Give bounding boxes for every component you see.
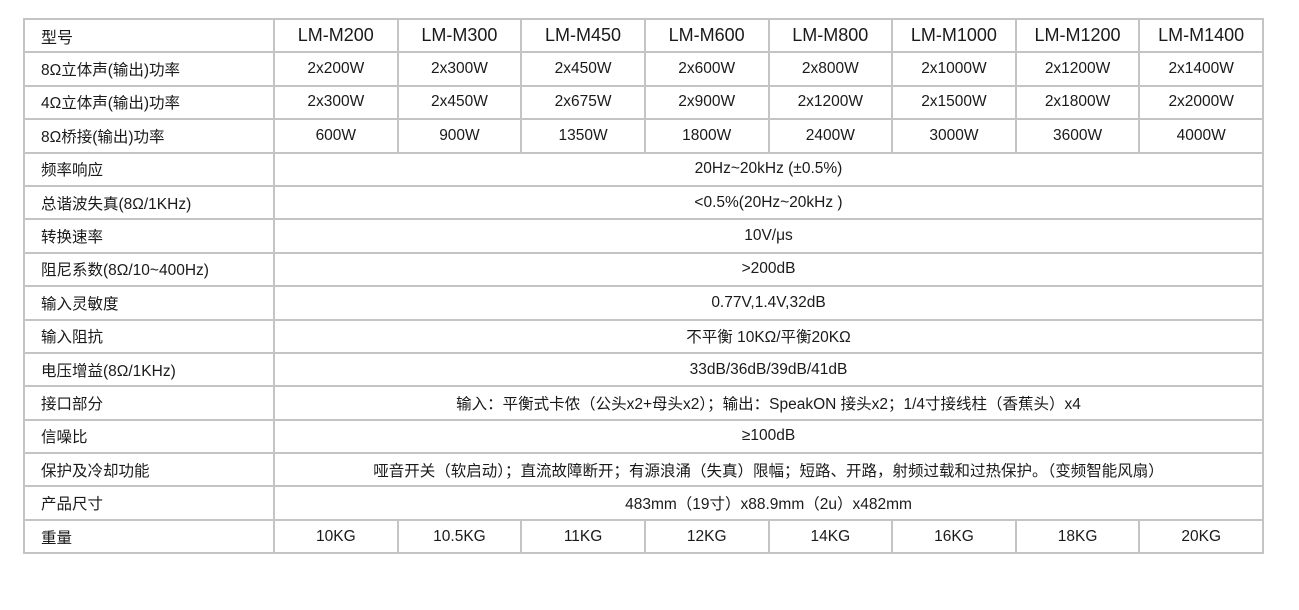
shared-value-cell: 10V/μs [273, 218, 1264, 254]
table-cell: 2x1200W [1014, 51, 1141, 87]
row-label: 重量 [23, 518, 275, 555]
row-label: 总谐波失真(8Ω/1KHz) [23, 184, 275, 221]
row-label: 4Ω立体声(输出)功率 [23, 84, 275, 121]
header-row: 型号 LM-M200 LM-M300 LM-M450 LM-M600 LM-M800 LM-… [23, 17, 1264, 54]
table-row: 保护及冷却功能 哑音开关（软启动）；直流故障断开；有源浪涌（失真）限幅；短路、开路… [23, 452, 1264, 488]
shared-value-cell: >200dB [273, 251, 1264, 288]
shared-value-cell: 20Hz~20kHz (±0.5%) [273, 151, 1264, 187]
model-header: LM-M200 [273, 17, 399, 54]
table-cell: 2x450W [396, 84, 523, 121]
table-cell: 10.5KG [396, 518, 523, 555]
table-row: 总谐波失真(8Ω/1KHz) <0.5%(20Hz~20kHz ) [23, 184, 1264, 221]
model-header: LM-M1400 [1138, 17, 1264, 54]
table-row: 电压增益(8Ω/1KHz) 33dB/36dB/39dB/41dB [23, 351, 1264, 388]
shared-value-cell: 哑音开关（软启动）；直流故障断开；有源浪涌（失真）限幅；短路、开路，射频过载和过… [273, 452, 1264, 488]
model-header: LM-M800 [767, 17, 894, 54]
table-row: 8Ω桥接(输出)功率 600W 900W 1350W 1800W 2400W 3000W 36… [23, 118, 1264, 154]
table-row: 信噪比 ≥100dB [23, 418, 1264, 455]
table-row: 产品尺寸 483mm（19寸）x88.9mm（2u）x482mm [23, 485, 1264, 521]
table-cell: 11KG [520, 518, 646, 555]
table-cell: 2x450W [520, 51, 646, 87]
row-label: 阻尼系数(8Ω/10~400Hz) [23, 251, 275, 288]
shared-value-cell: <0.5%(20Hz~20kHz ) [273, 184, 1264, 221]
table-row: 重量 10KG 10.5KG 11KG 12KG 14KG 16KG 18KG 20KG [23, 518, 1264, 555]
row-label: 8Ω立体声(输出)功率 [23, 51, 275, 87]
table-cell: 3000W [891, 118, 1017, 154]
table-cell: 2400W [767, 118, 894, 154]
row-label: 转换速率 [23, 218, 275, 254]
table-cell: 18KG [1014, 518, 1141, 555]
spec-table: 型号 LM-M200 LM-M300 LM-M450 LM-M600 LM-M800 LM-… [23, 17, 1264, 555]
table-cell: 2x1400W [1138, 51, 1264, 87]
row-label: 8Ω桥接(输出)功率 [23, 118, 275, 154]
table-cell: 16KG [891, 518, 1017, 555]
table-cell: 20KG [1138, 518, 1264, 555]
table-row: 8Ω立体声(输出)功率 2x200W 2x300W 2x450W 2x600W 2x800… [23, 51, 1264, 87]
model-header: LM-M450 [520, 17, 646, 54]
table-row: 输入灵敏度 0.77V,1.4V,32dB [23, 285, 1264, 321]
model-header: LM-M600 [643, 17, 770, 54]
table-cell: 2x675W [520, 84, 646, 121]
table-cell: 14KG [767, 518, 894, 555]
row-label: 型号 [23, 17, 275, 54]
row-label: 输入灵敏度 [23, 285, 275, 321]
row-label: 电压增益(8Ω/1KHz) [23, 351, 275, 388]
model-header: LM-M1000 [891, 17, 1017, 54]
table-cell: 2x1000W [891, 51, 1017, 87]
row-label: 保护及冷却功能 [23, 452, 275, 488]
row-label: 产品尺寸 [23, 485, 275, 521]
table-cell: 600W [273, 118, 399, 154]
table-cell: 2x600W [643, 51, 770, 87]
row-label: 接口部分 [23, 385, 275, 421]
table-cell: 3600W [1014, 118, 1141, 154]
shared-value-cell: 33dB/36dB/39dB/41dB [273, 351, 1264, 388]
table-cell: 2x1800W [1014, 84, 1141, 121]
table-cell: 2x800W [767, 51, 894, 87]
table-cell: 2x1500W [891, 84, 1017, 121]
table-row: 阻尼系数(8Ω/10~400Hz) >200dB [23, 251, 1264, 288]
table-row: 频率响应 20Hz~20kHz (±0.5%) [23, 151, 1264, 187]
table-cell: 10KG [273, 518, 399, 555]
table-cell: 12KG [643, 518, 770, 555]
table-row: 接口部分 输入：平衡式卡侬（公头x2+母头x2）；输出：SpeakON 接头x2；… [23, 385, 1264, 421]
row-label: 信噪比 [23, 418, 275, 455]
row-label: 输入阻抗 [23, 318, 275, 354]
table-row: 4Ω立体声(输出)功率 2x300W 2x450W 2x675W 2x900W 2x120… [23, 84, 1264, 121]
shared-value-cell: 483mm（19寸）x88.9mm（2u）x482mm [273, 485, 1264, 521]
table-cell: 2x900W [643, 84, 770, 121]
shared-value-cell: 0.77V,1.4V,32dB [273, 285, 1264, 321]
table-cell: 2x200W [273, 51, 399, 87]
table-cell: 2x300W [396, 51, 523, 87]
table-cell: 2x300W [273, 84, 399, 121]
shared-value-cell: 输入：平衡式卡侬（公头x2+母头x2）；输出：SpeakON 接头x2；1/4寸… [273, 385, 1264, 421]
model-header: LM-M1200 [1014, 17, 1141, 54]
table-row: 转换速率 10V/μs [23, 218, 1264, 254]
shared-value-cell: ≥100dB [273, 418, 1264, 455]
table-cell: 900W [396, 118, 523, 154]
table-cell: 2x2000W [1138, 84, 1264, 121]
table-cell: 4000W [1138, 118, 1264, 154]
row-label: 频率响应 [23, 151, 275, 187]
table-cell: 2x1200W [767, 84, 894, 121]
shared-value-cell: 不平衡 10KΩ/平衡20KΩ [273, 318, 1264, 354]
table-row: 输入阻抗 不平衡 10KΩ/平衡20KΩ [23, 318, 1264, 354]
model-header: LM-M300 [396, 17, 523, 54]
table-cell: 1800W [643, 118, 770, 154]
table-cell: 1350W [520, 118, 646, 154]
